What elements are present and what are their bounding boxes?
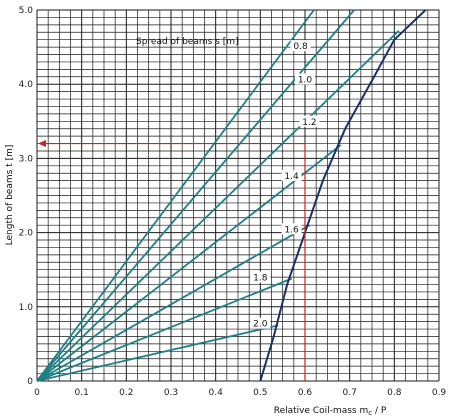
series-line-2-0 xyxy=(36,324,279,382)
series-label-bg xyxy=(299,115,320,127)
x-tick-label: 0.9 xyxy=(432,388,447,398)
envelope-group xyxy=(259,9,427,382)
x-axis-title-subscript: c xyxy=(368,409,372,417)
x-tick-label: 0.3 xyxy=(164,388,178,398)
series-label-1-2: 1.2 xyxy=(302,118,316,128)
x-tick-label: 0.1 xyxy=(75,388,89,398)
series-labels: 0.8 1.0 1.2 1.4 1.6 1.8 2.0 xyxy=(250,40,320,330)
series-label-1-4: 1.4 xyxy=(284,172,299,182)
series-label-bg xyxy=(281,169,302,181)
series-label-1-8: 1.8 xyxy=(253,274,268,284)
series-label-bg xyxy=(281,223,302,235)
series-label-1-6: 1.6 xyxy=(284,225,299,235)
x-axis-title-tail: / P xyxy=(372,406,387,416)
series-label-bg xyxy=(290,40,311,52)
x-tick-label: 0.8 xyxy=(387,388,402,398)
y-tick-label: 5.0 xyxy=(19,6,34,16)
envelope-curve xyxy=(259,9,427,382)
series-line-1-2 xyxy=(36,30,400,382)
x-axis-title: Relative Coil-mass mc / P xyxy=(274,406,387,417)
series-line-0-8 xyxy=(36,9,315,382)
x-tick-label: 0.5 xyxy=(253,388,267,398)
legend-title: Spread of beams s [m] xyxy=(136,37,239,47)
marker-arrowhead xyxy=(38,140,46,148)
series-line-1-8 xyxy=(36,277,292,382)
y-axis-title: Length of beams t [m] xyxy=(5,145,15,246)
grid xyxy=(36,9,440,382)
x-tick-label: 0.6 xyxy=(298,388,313,398)
series-label-bg xyxy=(250,317,271,329)
y-tick-label: 1.0 xyxy=(19,303,34,313)
series-line-1-4 xyxy=(36,144,342,382)
x-tick-label: 0.7 xyxy=(343,388,357,398)
x-tick-label: 0.2 xyxy=(119,388,133,398)
series-line-1-6 xyxy=(36,224,310,382)
y-tick-label: 4.0 xyxy=(19,80,34,90)
series-label-2-0: 2.0 xyxy=(253,320,268,330)
y-tick-label: 3.0 xyxy=(19,154,34,164)
series-label-bg xyxy=(295,73,315,85)
series-group xyxy=(36,9,400,382)
x-axis-title-main: Relative Coil-mass m xyxy=(274,406,368,416)
series-label-0-8: 0.8 xyxy=(293,42,308,52)
x-tick-label: 0 xyxy=(34,388,40,398)
series-line-1-0 xyxy=(36,9,355,382)
y-tick-label: 2.0 xyxy=(19,229,34,239)
tick-labels: 0 0.1 0.2 0.3 0.4 0.5 0.6 0.7 0.8 0.9 0 1.0 2.0 3.0 4.… xyxy=(19,6,447,398)
x-tick-label: 0.4 xyxy=(209,388,224,398)
series-label-1-0: 1.0 xyxy=(298,75,313,85)
y-tick-label: 0 xyxy=(27,377,33,387)
marker-group xyxy=(38,140,306,381)
series-label-bg xyxy=(250,271,271,283)
